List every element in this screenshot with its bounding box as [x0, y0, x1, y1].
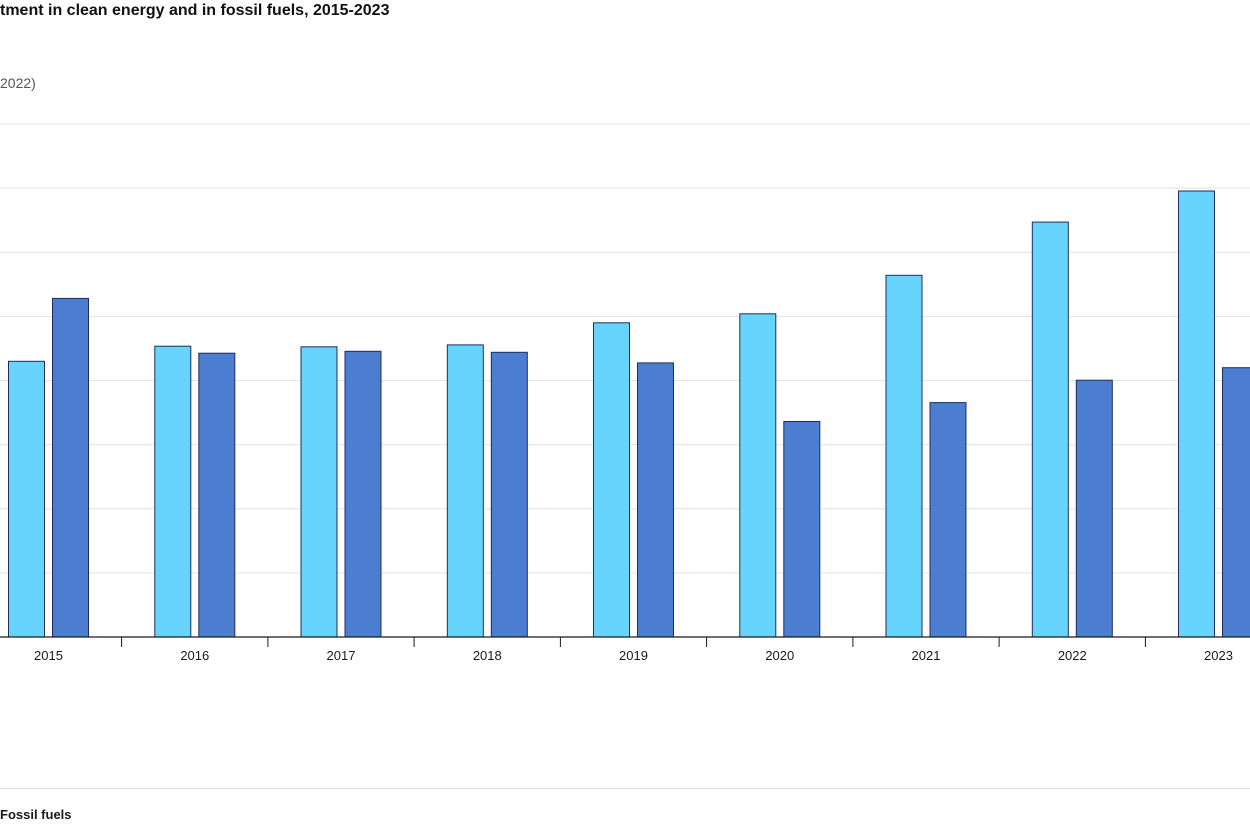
- bar-fossil-2017: [344, 350, 382, 638]
- x-tick-label: 2016: [180, 648, 209, 663]
- x-tick-label: 2019: [619, 648, 648, 663]
- bar-clean-2016: [154, 345, 192, 638]
- bar-clean-2019: [593, 322, 630, 638]
- x-tick-label: 2022: [1058, 648, 1087, 663]
- bar-clean-2018: [446, 344, 484, 638]
- x-tick-label: 2017: [327, 648, 356, 663]
- bar-fossil-2018: [490, 351, 528, 638]
- bar-clean-2021: [885, 274, 923, 638]
- x-tick-label: 2018: [473, 648, 502, 663]
- legend-fossil-label: Fossil fuels: [0, 807, 72, 822]
- x-tick-label: 2023: [1204, 648, 1233, 663]
- bar-clean-2017: [300, 346, 338, 638]
- bar-fossil-2020: [783, 421, 821, 638]
- bar-fossil-2019: [637, 362, 674, 638]
- bar-clean-2020: [739, 313, 777, 638]
- bar-fossil-2023: [1222, 367, 1250, 638]
- bars: [8, 190, 1250, 638]
- bar-clean-2022: [1031, 221, 1069, 638]
- bar-fossil-2021: [929, 402, 967, 638]
- bar-fossil-2016: [198, 352, 236, 638]
- x-tick-label: 2015: [34, 648, 63, 663]
- legend-divider: [0, 788, 1250, 789]
- x-tick-label: 2021: [912, 648, 941, 663]
- x-tick-label: 2020: [765, 648, 794, 663]
- x-axis: 2015 2016 2017 2018 2019 2020 2021 2022 2023: [0, 636, 1250, 663]
- bar-chart: 2015 2016 2017 2018 2019 2020 2021 2022 2023: [0, 123, 1250, 663]
- chart-subtitle: 2022): [0, 75, 36, 91]
- bar-fossil-2015: [52, 297, 89, 638]
- bar-clean-2023: [1178, 190, 1215, 638]
- bar-fossil-2022: [1075, 379, 1113, 638]
- bar-clean-2015: [8, 360, 45, 638]
- chart-title: tment in clean energy and in fossil fuel…: [0, 2, 390, 19]
